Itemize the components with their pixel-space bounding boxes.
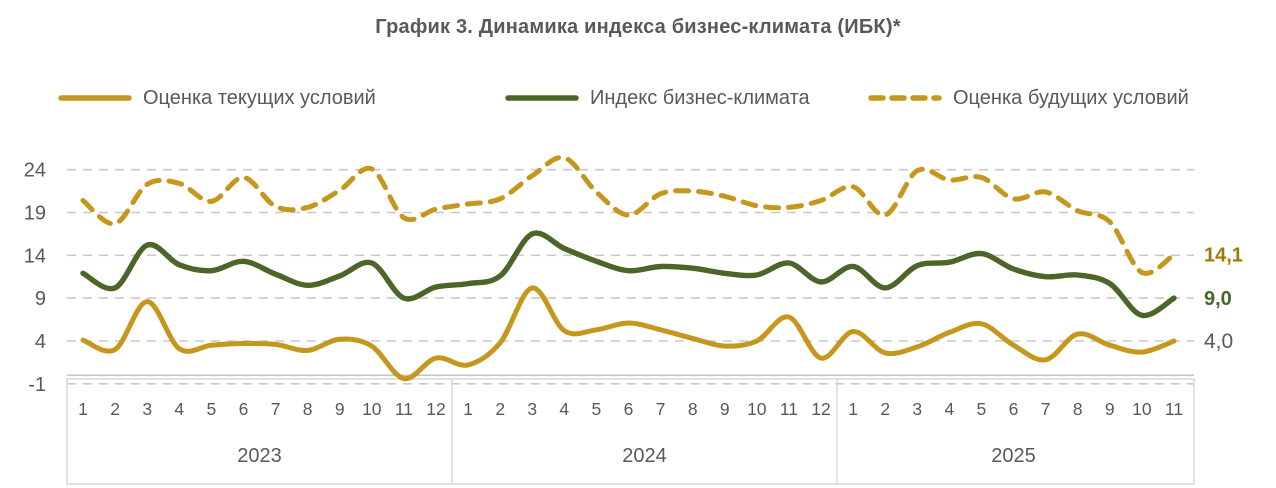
- legend: Оценка текущих условий Индекс бизнес-кли…: [0, 84, 1276, 112]
- month-label: 2: [495, 399, 505, 419]
- solid-line-swatch-icon: [58, 94, 132, 102]
- month-label: 8: [303, 399, 313, 419]
- year-label-2024: 2024: [622, 445, 667, 467]
- solid-line-swatch-icon: [505, 94, 579, 102]
- legend-swatch-line: [58, 95, 132, 101]
- legend-swatch-line: [505, 95, 579, 101]
- chart-title: График 3. Динамика индекса бизнес-климат…: [375, 16, 901, 38]
- end-value-label-business-climate-index: 9,0: [1204, 288, 1232, 310]
- legend-item-business-climate-index: Индекс бизнес-климата: [505, 84, 810, 112]
- month-label: 1: [78, 399, 88, 419]
- series-line-business-climate-index: [80, 230, 1177, 319]
- dashed-line-swatch-icon: [868, 94, 942, 102]
- month-label: 6: [1009, 399, 1019, 419]
- month-label: 7: [1041, 399, 1051, 419]
- legend-label-business-climate-index: Индекс бизнес-климата: [590, 86, 810, 109]
- month-label: 11: [395, 399, 413, 419]
- axis-label-box: [66, 378, 1195, 485]
- month-label: 2: [880, 399, 890, 419]
- month-label: 11: [780, 399, 798, 419]
- legend-item-future-conditions: Оценка будущих условий: [868, 84, 1189, 112]
- legend-label-future-conditions: Оценка будущих условий: [953, 86, 1189, 109]
- y-axis-tick-label: 14: [24, 245, 46, 267]
- month-label: 4: [559, 399, 569, 419]
- month-label: 1: [848, 399, 858, 419]
- month-label: 9: [335, 399, 345, 419]
- month-label: 7: [656, 399, 666, 419]
- year-label-2023: 2023: [237, 445, 282, 467]
- y-axis-tick-label: 24: [24, 160, 46, 182]
- legend-swatch-line: [868, 95, 942, 101]
- y-axis-tick-label: 19: [24, 203, 46, 225]
- month-label: 11: [1165, 399, 1183, 419]
- month-label: 9: [720, 399, 730, 419]
- month-label: 5: [592, 399, 602, 419]
- end-value-label-future-conditions: 14,1: [1204, 245, 1243, 267]
- month-label: 4: [174, 399, 184, 419]
- month-label: 9: [1105, 399, 1115, 419]
- legend-item-current-conditions: Оценка текущих условий: [58, 84, 376, 112]
- month-label: 10: [362, 399, 382, 419]
- month-label: 6: [239, 399, 249, 419]
- month-label: 10: [747, 399, 767, 419]
- month-label: 5: [207, 399, 217, 419]
- month-label: 8: [1073, 399, 1083, 419]
- month-label: 10: [1132, 399, 1152, 419]
- month-label: 3: [912, 399, 922, 419]
- y-axis-tick-label: 9: [35, 288, 46, 310]
- month-label: 12: [811, 399, 830, 419]
- month-label: 12: [426, 399, 445, 419]
- month-label: 5: [977, 399, 987, 419]
- y-axis-tick-label: -1: [28, 374, 46, 396]
- legend-label-current-conditions: Оценка текущих условий: [143, 86, 376, 109]
- month-label: 4: [945, 399, 955, 419]
- month-label: 2: [110, 399, 120, 419]
- month-label: 1: [463, 399, 473, 419]
- series-line-future-conditions: [80, 154, 1177, 276]
- month-label: 3: [142, 399, 152, 419]
- year-label-2025: 2025: [991, 445, 1036, 467]
- month-label: 6: [624, 399, 634, 419]
- series-line-current-conditions: [80, 285, 1177, 382]
- month-label: 8: [688, 399, 698, 419]
- y-axis-tick-label: 4: [35, 331, 46, 353]
- end-value-label-current-conditions: 4,0: [1204, 330, 1233, 353]
- month-label: 7: [271, 399, 281, 419]
- month-label: 3: [527, 399, 537, 419]
